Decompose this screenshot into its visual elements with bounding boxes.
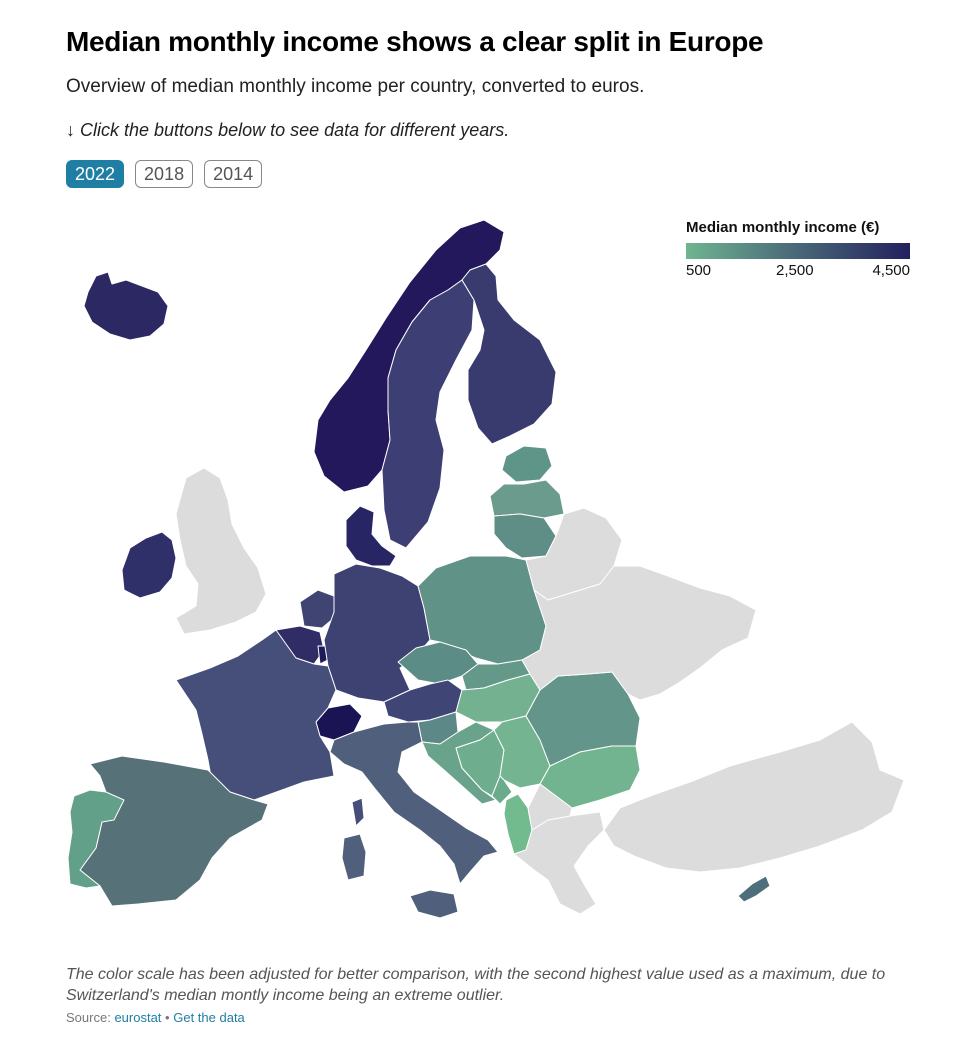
country-ireland[interactable] xyxy=(121,531,177,599)
chart-subtitle: Overview of median monthly income per co… xyxy=(66,76,645,97)
color-legend: Median monthly income (€) 500 2,500 4,50… xyxy=(686,219,910,282)
legend-gradient-bar xyxy=(686,243,910,259)
year-button-2018[interactable]: 2018 xyxy=(135,160,194,188)
country-sweden[interactable] xyxy=(381,279,475,549)
year-button-2022[interactable]: 2022 xyxy=(66,160,125,188)
legend-ticks: 500 2,500 4,500 xyxy=(686,262,910,282)
country-estonia[interactable] xyxy=(501,445,553,483)
country-denmark[interactable] xyxy=(345,505,397,567)
country-italy-sicily[interactable] xyxy=(409,889,459,919)
source-separator: • xyxy=(165,1010,170,1025)
country-switzerland[interactable] xyxy=(315,703,363,741)
country-lithuania[interactable] xyxy=(493,513,557,559)
source-line: Source: eurostat • Get the data xyxy=(66,1010,245,1025)
country-uk[interactable] xyxy=(175,467,267,635)
country-france-corsica[interactable] xyxy=(351,797,365,827)
country-north-macedonia[interactable] xyxy=(527,783,573,831)
country-turkey[interactable] xyxy=(603,721,905,873)
country-germany[interactable] xyxy=(323,563,431,703)
legend-tick-mid: 2,500 xyxy=(776,262,814,279)
country-finland[interactable] xyxy=(461,263,557,445)
europe-map xyxy=(67,219,905,919)
chart-title: Median monthly income shows a clear spli… xyxy=(66,26,764,57)
country-italy[interactable] xyxy=(329,721,499,885)
instruction-text: ↓ Click the buttons below to see data fo… xyxy=(66,120,510,140)
footnote: The color scale has been adjusted for be… xyxy=(66,966,886,1004)
country-italy-sardinia[interactable] xyxy=(341,833,367,881)
country-portugal[interactable] xyxy=(67,789,125,889)
country-netherlands[interactable] xyxy=(299,589,335,629)
country-latvia[interactable] xyxy=(489,479,565,519)
year-button-2014[interactable]: 2014 xyxy=(204,160,263,188)
country-cyprus[interactable] xyxy=(737,875,771,903)
legend-title: Median monthly income (€) xyxy=(686,219,880,236)
legend-tick-min: 500 xyxy=(686,262,712,279)
year-button-group: 2022 2018 2014 xyxy=(66,160,263,188)
legend-tick-max: 4,500 xyxy=(872,262,910,279)
country-ukraine[interactable] xyxy=(521,565,757,701)
country-montenegro[interactable] xyxy=(491,775,513,805)
get-the-data-link[interactable]: Get the data xyxy=(173,1010,245,1025)
country-iceland[interactable] xyxy=(83,271,169,341)
source-prefix: Source: xyxy=(66,1010,111,1025)
source-link-eurostat[interactable]: eurostat xyxy=(114,1010,162,1025)
